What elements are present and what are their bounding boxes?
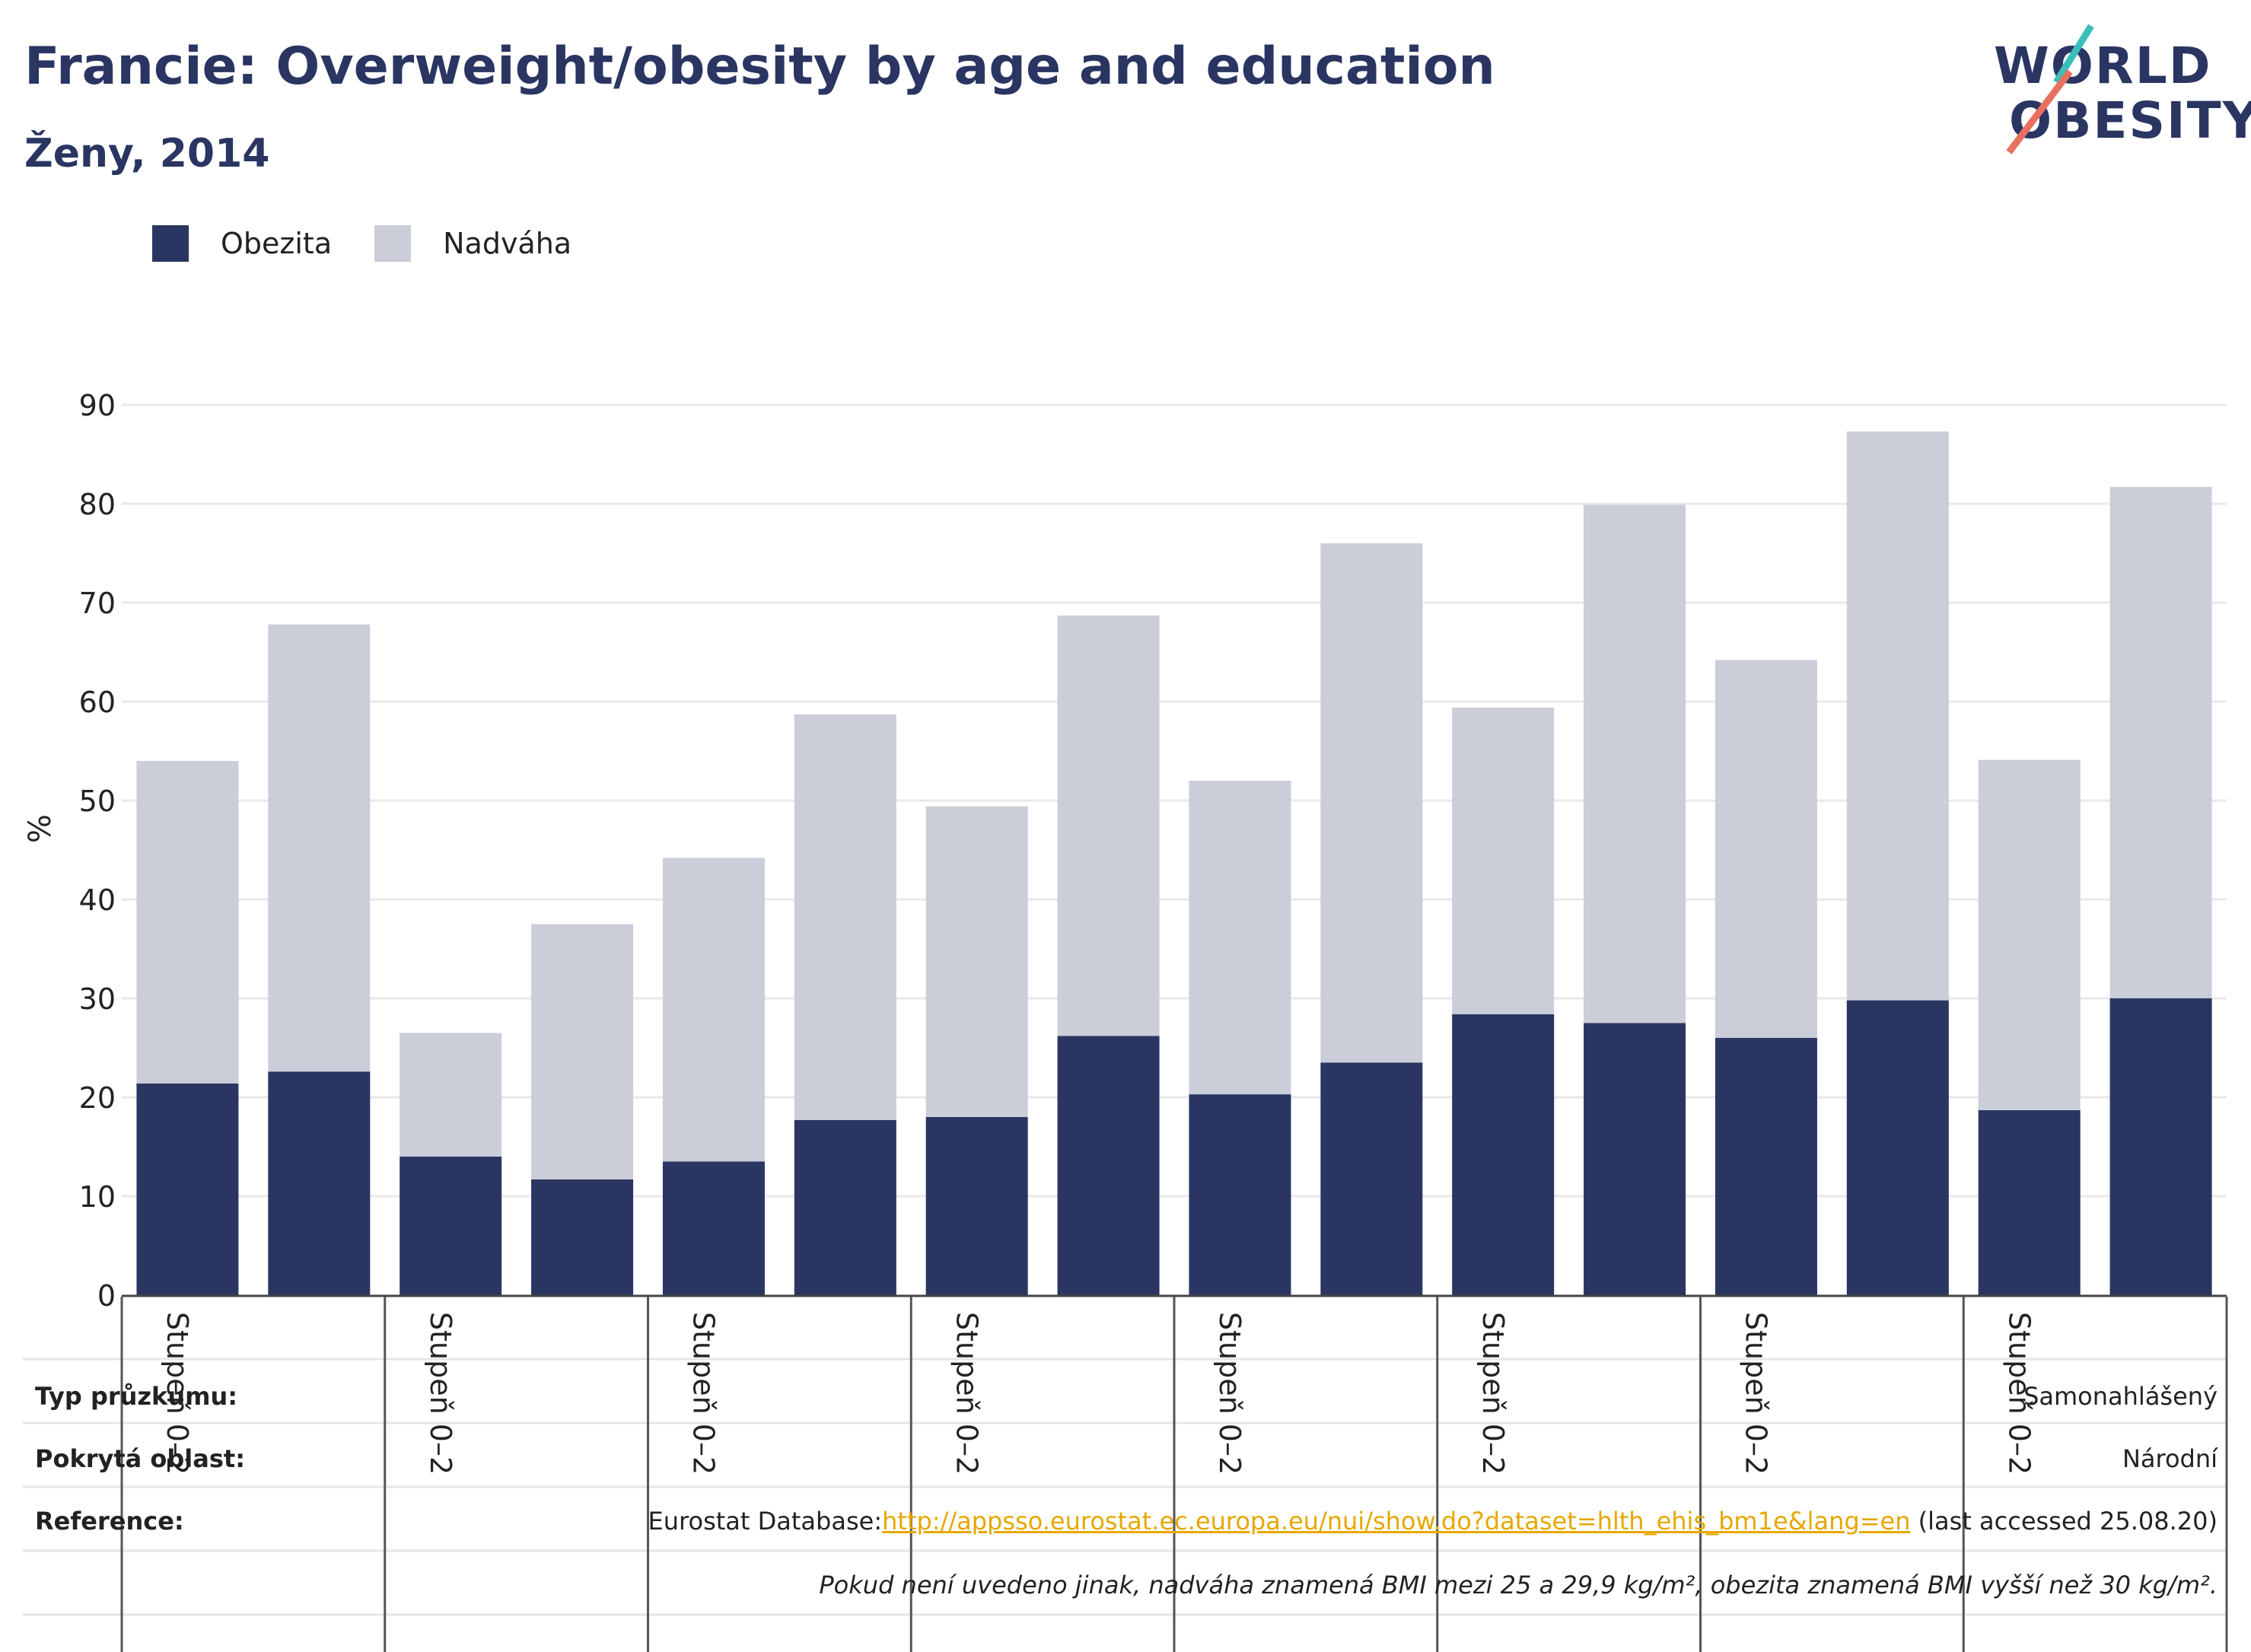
bar-overweight <box>1189 781 1291 1095</box>
bar-overweight <box>1846 431 1949 1001</box>
bar-overweight <box>400 1033 502 1157</box>
bar-obesity <box>1320 1062 1423 1295</box>
bar-obesity <box>400 1157 502 1295</box>
reference-link[interactable]: http://appsso.eurostat.ec.europa.eu/nui/… <box>882 1507 1911 1536</box>
legend: Obezita Nadváha <box>152 225 614 262</box>
bar-overweight <box>794 714 896 1120</box>
x-group-label: Stupeň 0–2 <box>1740 1312 1773 1475</box>
y-tick-label: 20 <box>79 1081 116 1115</box>
bar-overweight <box>1584 505 1686 1023</box>
bar-obesity <box>531 1179 634 1295</box>
y-tick-label: 40 <box>79 883 116 917</box>
bar-overweight <box>1057 615 1160 1036</box>
x-group-label: Stupeň 0–2 <box>687 1312 721 1475</box>
bar-overweight <box>1320 543 1423 1063</box>
bar-obesity <box>794 1119 896 1295</box>
bar-overweight <box>1978 759 2081 1110</box>
legend-swatch-obesity <box>152 225 189 262</box>
bar-obesity <box>1584 1023 1686 1295</box>
legend-item-obesity[interactable]: Obezita <box>152 225 332 262</box>
world-obesity-logo: WORLD OBESITY <box>1986 21 2251 166</box>
bar-obesity <box>1057 1036 1160 1295</box>
y-tick-label: 80 <box>79 488 116 521</box>
y-tick-label: 60 <box>79 686 116 719</box>
bar-overweight <box>531 924 634 1179</box>
legend-label-overweight: Nadváha <box>443 227 572 260</box>
chart-title: Francie: Overweight/obesity by age and e… <box>24 37 1495 97</box>
bar-overweight <box>662 858 765 1162</box>
bar-obesity <box>1978 1109 2081 1295</box>
bar-obesity <box>1715 1038 1817 1295</box>
bar-obesity <box>1846 1000 1949 1295</box>
y-tick-label: 10 <box>79 1180 116 1214</box>
legend-swatch-overweight <box>374 225 412 262</box>
y-tick-label: 50 <box>79 785 116 818</box>
bar-overweight <box>1715 660 1817 1038</box>
logo-slash-icon <box>2006 24 2094 154</box>
bar-overweight <box>1452 707 1555 1014</box>
logo-line1: WORLD <box>1994 37 2212 95</box>
bar-obesity <box>268 1071 371 1295</box>
chart-subtitle: Ženy, 2014 <box>24 131 270 177</box>
y-tick-label: 90 <box>79 389 116 422</box>
x-group-label: Stupeň 0–2 <box>424 1312 457 1475</box>
y-tick-label: 70 <box>79 587 116 620</box>
y-tick-label: 30 <box>79 982 116 1016</box>
bar-obesity <box>2109 998 2212 1295</box>
bar-overweight <box>925 806 1028 1117</box>
x-group-label: Stupeň 0–2 <box>1213 1312 1246 1475</box>
x-group-label: Stupeň 0–2 <box>161 1312 194 1475</box>
bar-obesity <box>662 1161 765 1295</box>
bar-overweight <box>2109 486 2212 998</box>
x-group-label: Stupeň 0–2 <box>1476 1312 1510 1475</box>
bar-obesity <box>925 1117 1028 1295</box>
y-tick-label: 0 <box>97 1279 116 1313</box>
legend-label-obesity: Obezita <box>221 227 333 260</box>
bar-obesity <box>1189 1094 1291 1295</box>
legend-item-overweight[interactable]: Nadváha <box>374 225 572 262</box>
bar-overweight <box>268 624 371 1072</box>
x-group-label: Stupeň 0–2 <box>2002 1312 2036 1475</box>
bar-overweight <box>136 761 239 1084</box>
bar-obesity <box>136 1083 239 1295</box>
bar-obesity <box>1452 1014 1555 1295</box>
x-group-label: Stupeň 0–2 <box>950 1312 983 1475</box>
